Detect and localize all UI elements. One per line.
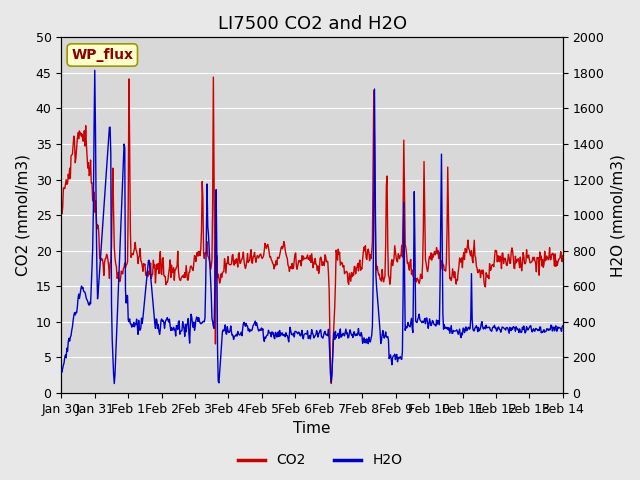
Text: WP_flux: WP_flux: [71, 48, 133, 62]
Title: LI7500 CO2 and H2O: LI7500 CO2 and H2O: [218, 15, 406, 33]
Y-axis label: H2O (mmol/m3): H2O (mmol/m3): [610, 154, 625, 276]
X-axis label: Time: Time: [293, 421, 331, 436]
Y-axis label: CO2 (mmol/m3): CO2 (mmol/m3): [15, 154, 30, 276]
Legend: CO2, H2O: CO2, H2O: [232, 448, 408, 473]
